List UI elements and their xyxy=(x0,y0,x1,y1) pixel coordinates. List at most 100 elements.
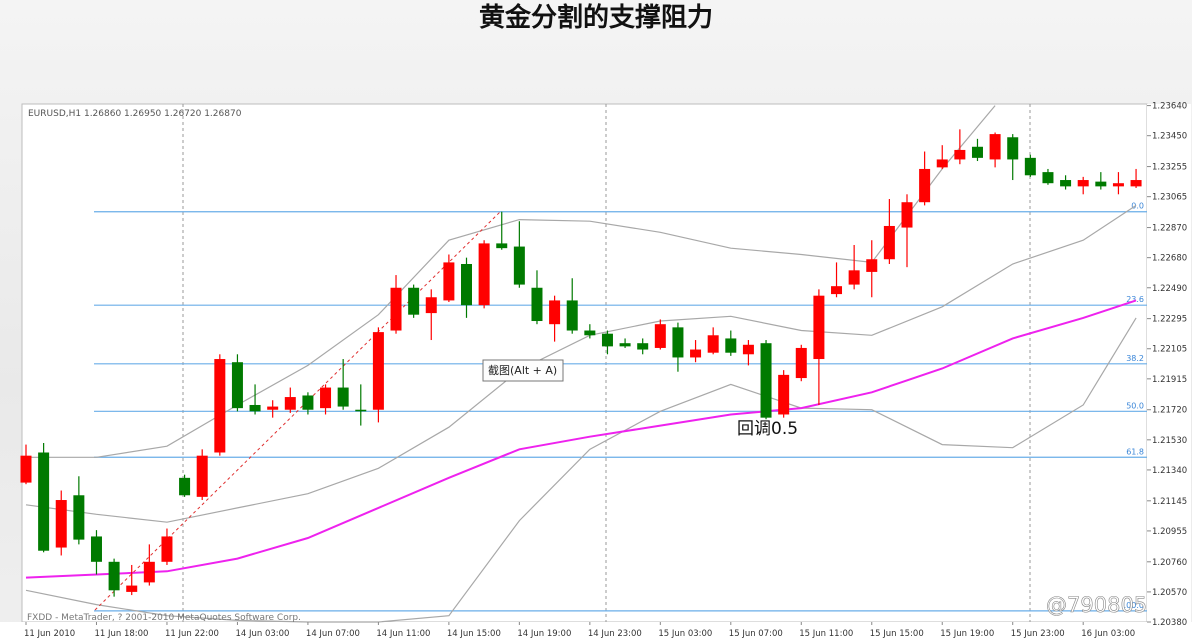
candle-group xyxy=(20,129,1142,597)
candle-body xyxy=(478,243,490,306)
candle-body xyxy=(513,246,525,285)
candle-body xyxy=(38,452,50,551)
candle-body xyxy=(425,297,437,314)
candle-body xyxy=(672,327,684,358)
y-tick-label: 1.20760 xyxy=(1152,558,1187,568)
y-tick-label: 1.21145 xyxy=(1152,497,1187,507)
fib-label: 100.0 xyxy=(1121,601,1144,610)
candle-body xyxy=(1060,180,1072,187)
candle-body xyxy=(971,146,983,158)
candle-body xyxy=(390,287,402,331)
x-tick-label: 14 Jun 11:00 xyxy=(376,629,430,639)
candle-body xyxy=(848,270,860,285)
candle-body xyxy=(372,332,384,410)
x-tick-label: 15 Jun 03:00 xyxy=(658,629,712,639)
y-tick-label: 1.21340 xyxy=(1152,466,1187,476)
candle-body xyxy=(143,561,155,583)
candle-body xyxy=(601,333,613,347)
watermark: @790805 xyxy=(1046,593,1147,617)
y-tick-label: 1.21530 xyxy=(1152,436,1187,446)
candle-body xyxy=(73,495,85,540)
x-tick-label: 15 Jun 11:00 xyxy=(799,629,853,639)
chart-footer: FXDD - MetaTrader, ? 2001-2010 MetaQuote… xyxy=(27,613,301,623)
y-tick-label: 1.20570 xyxy=(1152,588,1187,598)
candle-body xyxy=(813,295,825,360)
candle-body xyxy=(1130,180,1142,187)
fib-label: 50.0 xyxy=(1126,401,1144,410)
candle-body xyxy=(1042,172,1054,184)
candle-body xyxy=(443,262,455,301)
candle-body xyxy=(320,387,332,409)
x-tick-label: 15 Jun 19:00 xyxy=(940,629,994,639)
x-tick-label: 15 Jun 23:00 xyxy=(1011,629,1065,639)
indicator-line xyxy=(26,105,996,458)
candle-body xyxy=(795,347,807,379)
candle-body xyxy=(954,149,966,160)
annotation: 回调0.5 xyxy=(737,419,798,439)
candle-body xyxy=(619,343,631,347)
y-tick-label: 1.22490 xyxy=(1152,284,1187,294)
y-tick-label: 1.21720 xyxy=(1152,406,1187,416)
time-axis-area xyxy=(0,622,1192,641)
x-tick-label: 15 Jun 07:00 xyxy=(729,629,783,639)
x-tick-label: 14 Jun 23:00 xyxy=(588,629,642,639)
x-tick-label: 11 Jun 2010 xyxy=(24,629,75,639)
y-tick-label: 1.22870 xyxy=(1152,224,1187,234)
candle-body xyxy=(778,374,790,415)
candle-body xyxy=(179,477,191,496)
candle-body xyxy=(725,338,737,353)
y-tick-label: 1.22680 xyxy=(1152,254,1187,264)
candle-body xyxy=(461,263,472,306)
candle-body xyxy=(654,324,666,348)
candle-body xyxy=(126,585,138,592)
candle-body xyxy=(760,343,772,418)
y-tick-label: 1.23450 xyxy=(1152,132,1187,142)
candle-body xyxy=(249,404,261,412)
x-tick-label: 14 Jun 07:00 xyxy=(306,629,360,639)
candle-body xyxy=(1095,181,1107,187)
tooltip-box xyxy=(482,359,564,382)
y-tick-label: 1.23255 xyxy=(1152,163,1187,173)
x-tick-label: 14 Jun 15:00 xyxy=(447,629,501,639)
fib-label: 0.0 xyxy=(1131,202,1144,211)
candle-body xyxy=(108,561,120,591)
fib-label: 38.2 xyxy=(1126,354,1144,363)
candle-body xyxy=(55,500,67,548)
candle-body xyxy=(90,536,102,562)
candle-body xyxy=(214,359,226,453)
candle-body xyxy=(831,286,843,295)
candle-body xyxy=(267,406,279,410)
y-tick-label: 1.22105 xyxy=(1152,345,1187,355)
candle-body xyxy=(936,159,948,168)
price-axis-area xyxy=(1147,104,1191,622)
candle-body xyxy=(901,202,913,228)
indicator-line xyxy=(25,299,1137,579)
x-tick-label: 16 Jun 03:00 xyxy=(1081,629,1135,639)
candle-body xyxy=(496,243,508,249)
candle-body xyxy=(742,344,754,355)
slide-title: 黄金分割的支撑阻力 xyxy=(478,3,713,33)
candle-body xyxy=(337,387,349,407)
candle-body xyxy=(20,455,32,483)
axis-group: 1.20380 1.20570 1.20760 1.20955 1.21145 1.213… xyxy=(24,102,1187,639)
candle-body xyxy=(989,134,1001,160)
chart-header: EURUSD,H1 1.26860 1.26950 1.26720 1.2687… xyxy=(28,109,242,119)
candle-body xyxy=(231,362,243,409)
y-tick-label: 1.23640 xyxy=(1152,102,1187,112)
candle-body xyxy=(866,259,878,272)
candle-body xyxy=(690,349,702,358)
fib-label: 61.8 xyxy=(1126,447,1144,456)
candle-body xyxy=(196,455,208,497)
candle-body xyxy=(707,335,719,353)
candle-body xyxy=(549,300,561,325)
candle-body xyxy=(566,300,578,331)
y-tick-label: 1.21915 xyxy=(1152,375,1187,385)
candle-body xyxy=(161,536,173,562)
candle-body xyxy=(1077,180,1089,187)
candle-body xyxy=(919,168,931,203)
candle-body xyxy=(1112,183,1124,187)
candle-body xyxy=(531,287,543,322)
